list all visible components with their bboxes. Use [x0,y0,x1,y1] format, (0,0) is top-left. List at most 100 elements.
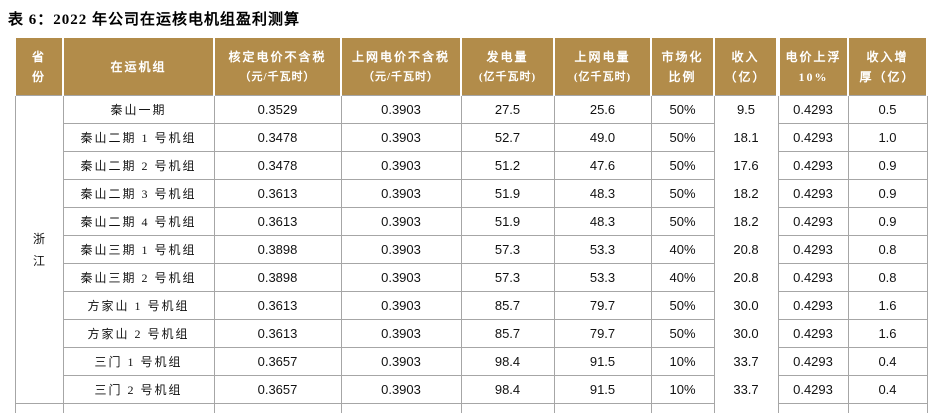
generation-cell: 98.4 [460,375,555,404]
income-increase-cell: 0.9 [847,179,928,208]
generation-cell: 57.3 [460,235,555,264]
unit-cell: 秦山三期 1 号机组 [62,235,215,264]
table-row-partial [14,403,928,413]
market-ratio-cell: 50% [650,319,715,348]
grid-price-cell: 0.3903 [340,151,462,180]
ongrid-volume-cell: 25.6 [553,95,652,124]
ongrid-volume-cell: 53.3 [553,263,652,292]
market-ratio-cell [650,403,715,413]
price-uplift-cell: 0.4293 [777,319,849,348]
grid-price-cell: 0.3903 [340,375,462,404]
price-uplift-cell [777,403,849,413]
generation-cell [460,403,555,413]
table-title: 表 6：2022 年公司在运核电机组盈利测算 [8,12,301,28]
ongrid-volume-cell: 48.3 [553,179,652,208]
market-ratio-cell: 50% [650,123,715,152]
table-row: 方家山 2 号机组 0.3613 0.3903 85.7 79.7 50% 30… [15,319,928,348]
income-cell: 20.8 [713,263,779,292]
grid-price-cell: 0.3903 [340,235,462,264]
generation-cell: 85.7 [460,319,555,348]
grid-price-cell: 0.3903 [340,95,462,124]
ongrid-volume-cell: 53.3 [553,235,652,264]
table-row: 秦山三期 1 号机组 0.3898 0.3903 57.3 53.3 40% 2… [15,235,928,264]
col-header-approved-price: 核定电价不含税 （元/千瓦时） [213,38,341,96]
col-header-ongrid-volume: 上网电量 (亿千瓦时) [553,38,651,96]
table-header: 省份 在运机组 核定电价不含税 （元/千瓦时） 上网电价不含税 （元/千瓦时） 发电… [14,38,928,96]
price-uplift-cell: 0.4293 [777,95,849,124]
table-row: 秦山二期 4 号机组 0.3613 0.3903 51.9 48.3 50% 1… [15,207,928,236]
generation-cell: 85.7 [460,291,555,320]
approved-price-cell: 0.3613 [213,207,342,236]
unit-cell: 秦山三期 2 号机组 [62,263,215,292]
price-uplift-cell: 0.4293 [777,263,849,292]
price-uplift-cell: 0.4293 [777,375,849,404]
generation-cell: 51.2 [460,151,555,180]
income-cell: 18.2 [713,207,779,236]
table-row: 浙江 秦山一期 0.3529 0.3903 27.5 25.6 50% 9.5 … [14,95,928,404]
province-cell [14,403,64,413]
unit-cell: 秦山二期 4 号机组 [62,207,215,236]
col-header-income-increase: 收入增 厚（亿） [847,38,928,96]
market-ratio-cell: 40% [650,263,715,292]
market-ratio-cell: 50% [650,95,715,124]
income-cell: 33.7 [713,375,779,404]
income-increase-cell: 1.6 [847,291,928,320]
ongrid-volume-cell: 91.5 [553,347,652,376]
grid-price-cell: 0.3903 [340,179,462,208]
income-increase-cell: 0.8 [847,263,928,292]
header-row: 省份 在运机组 核定电价不含税 （元/千瓦时） 上网电价不含税 （元/千瓦时） 发电… [14,38,928,96]
col-header-province: 省份 [14,38,63,96]
table-row: 秦山二期 2 号机组 0.3478 0.3903 51.2 47.6 50% 1… [15,151,928,180]
approved-price-cell: 0.3657 [213,375,342,404]
price-uplift-cell: 0.4293 [777,123,849,152]
ongrid-volume-cell: 47.6 [553,151,652,180]
approved-price-cell [213,403,342,413]
grid-price-cell: 0.3903 [340,123,462,152]
income-cell: 30.0 [713,319,779,348]
table-body: 浙江 秦山一期 0.3529 0.3903 27.5 25.6 50% 9.5 … [14,95,928,413]
income-cell: 20.8 [713,235,779,264]
grid-price-cell [340,403,462,413]
col-header-price-uplift: 电价上浮 10% [776,38,848,96]
approved-price-cell: 0.3613 [213,179,342,208]
income-cell [713,403,779,413]
income-cell: 33.7 [713,347,779,376]
unit-cell: 秦山二期 3 号机组 [62,179,215,208]
approved-price-cell: 0.3613 [213,319,342,348]
generation-cell: 51.9 [460,207,555,236]
table-row: 三门 2 号机组 0.3657 0.3903 98.4 91.5 10% 33.… [15,375,928,404]
generation-cell: 52.7 [460,123,555,152]
market-ratio-cell: 40% [650,235,715,264]
grid-price-cell: 0.3903 [340,347,462,376]
income-cell: 9.5 [713,95,779,124]
unit-cell: 秦山一期 [62,95,215,124]
approved-price-cell: 0.3613 [213,291,342,320]
market-ratio-cell: 50% [650,291,715,320]
market-ratio-cell: 50% [650,151,715,180]
approved-price-cell: 0.3898 [213,263,342,292]
income-increase-cell: 1.0 [847,123,928,152]
approved-price-cell: 0.3529 [213,95,342,124]
income-cell: 18.1 [713,123,779,152]
income-cell: 18.2 [713,179,779,208]
price-uplift-cell: 0.4293 [777,291,849,320]
generation-cell: 98.4 [460,347,555,376]
market-ratio-cell: 10% [650,375,715,404]
unit-cell: 方家山 1 号机组 [62,291,215,320]
table-row: 三门 1 号机组 0.3657 0.3903 98.4 91.5 10% 33.… [15,347,928,376]
col-header-generation: 发电量 (亿千瓦时) [460,38,554,96]
grid-price-cell: 0.3903 [340,263,462,292]
approved-price-cell: 0.3657 [213,347,342,376]
unit-cell: 秦山二期 1 号机组 [62,123,215,152]
market-ratio-cell: 50% [650,179,715,208]
profit-table: 省份 在运机组 核定电价不含税 （元/千瓦时） 上网电价不含税 （元/千瓦时） 发电… [14,38,928,413]
income-increase-cell: 1.6 [847,319,928,348]
grid-price-cell: 0.3903 [340,319,462,348]
income-increase-cell: 0.4 [847,375,928,404]
table-row: 秦山三期 2 号机组 0.3898 0.3903 57.3 53.3 40% 2… [15,263,928,292]
approved-price-cell: 0.3478 [213,151,342,180]
income-increase-cell: 0.4 [847,347,928,376]
ongrid-volume-cell: 79.7 [553,291,652,320]
ongrid-volume-cell: 91.5 [553,375,652,404]
